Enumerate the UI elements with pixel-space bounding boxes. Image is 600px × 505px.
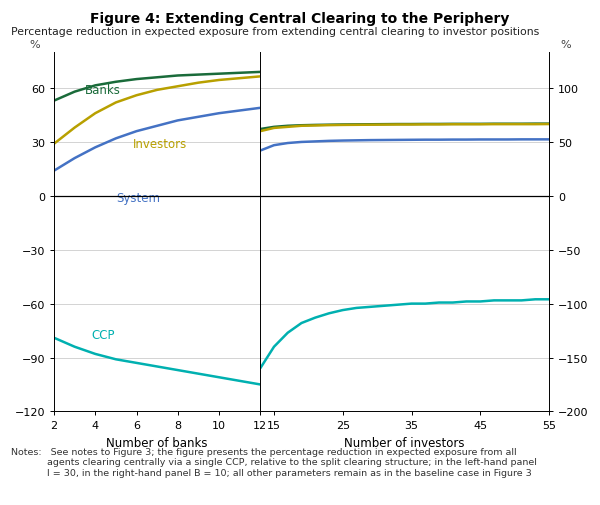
X-axis label: Number of investors: Number of investors [344,436,465,449]
Text: %: % [29,39,40,49]
Text: Percentage reduction in expected exposure from extending central clearing to inv: Percentage reduction in expected exposur… [11,27,539,37]
Text: %: % [560,39,571,49]
Text: Investors: Investors [133,138,187,151]
Text: Notes:   See notes to Figure 3; the figure presents the percentage reduction in : Notes: See notes to Figure 3; the figure… [11,447,536,477]
Text: Figure 4: Extending Central Clearing to the Periphery: Figure 4: Extending Central Clearing to … [91,12,509,26]
X-axis label: Number of banks: Number of banks [106,436,208,449]
Text: Banks: Banks [85,84,121,97]
Text: CCP: CCP [91,328,115,341]
Text: System: System [116,192,160,205]
